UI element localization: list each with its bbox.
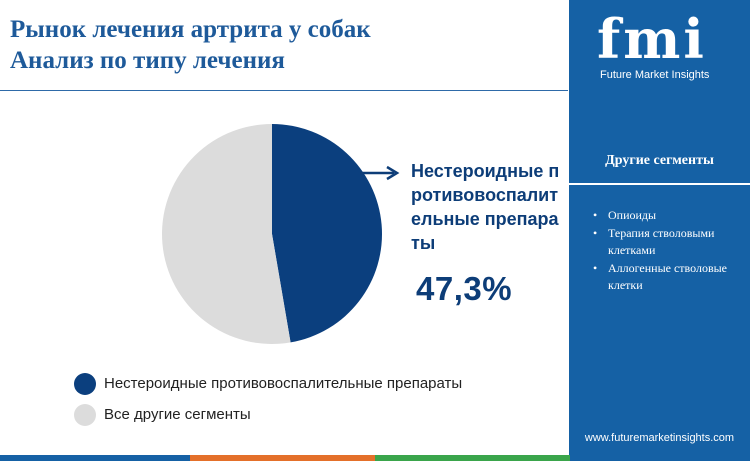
legend-swatch-nsaids — [74, 372, 96, 395]
callout-label: Нестероидные противовоспалительные препа… — [411, 161, 560, 253]
pie-slice-nsaids — [272, 124, 382, 343]
logo-letters: fmi — [597, 7, 707, 71]
segment-item-label: Терапия стволовыми клетками — [608, 225, 715, 258]
callout-arrow-icon — [360, 165, 400, 181]
page-title: Рынок лечения артрита у собак Анализ по … — [10, 14, 555, 76]
sidebar-divider — [569, 183, 750, 185]
title-divider — [0, 90, 568, 91]
logo-tagline: Future Market Insights — [600, 69, 710, 81]
callout-value: 47,3% — [416, 270, 513, 307]
other-segments-list: • Опиоиды • Терапия стволовыми клетками • А… — [593, 207, 743, 295]
pie-chart — [161, 123, 383, 345]
chart-legend: Нестероидные противовоспалительные препа… — [74, 372, 462, 434]
other-segments-heading: Другие сегменты — [605, 153, 714, 168]
legend-item-other: Все другие сегменты — [74, 403, 462, 426]
bottom-color-bar — [0, 455, 750, 461]
pie-chart-svg — [161, 124, 382, 344]
segment-item-label: Аллогенные стволовые клетки — [608, 260, 728, 293]
legend-swatch-other — [74, 403, 96, 426]
bullet-icon: • — [593, 260, 598, 275]
website-link[interactable]: www.futuremarketinsights.com — [584, 432, 735, 444]
bullet-icon: • — [593, 225, 598, 240]
title-line-2: Анализ по типу лечения — [10, 47, 285, 74]
legend-label-nsaids: Нестероидные противовоспалительные препа… — [104, 375, 463, 392]
segment-item-opioids: • Опиоиды — [593, 207, 743, 225]
bullet-icon: • — [593, 208, 598, 222]
segment-item-stem-cell: • Терапия стволовыми клетками — [593, 225, 743, 260]
bottom-bar-segment — [190, 455, 375, 461]
legend-label-other: Все другие сегменты — [104, 406, 251, 423]
title-line-1: Рынок лечения артрита у собак — [10, 16, 371, 43]
fmi-logo: fmi Future Market Insights — [569, 8, 750, 86]
sidebar: fmi Future Market Insights Другие сегмен… — [569, 0, 750, 461]
bottom-bar-segment — [0, 455, 190, 461]
legend-item-nsaids: Нестероидные противовоспалительные препа… — [74, 372, 462, 395]
segment-item-label: Опиоиды — [608, 208, 657, 222]
segment-item-allogeneic: • Аллогенные стволовые клетки — [593, 260, 743, 295]
pie-slice-other — [161, 124, 291, 344]
bottom-bar-segment — [375, 455, 570, 461]
bottom-bar-segment — [570, 455, 750, 461]
